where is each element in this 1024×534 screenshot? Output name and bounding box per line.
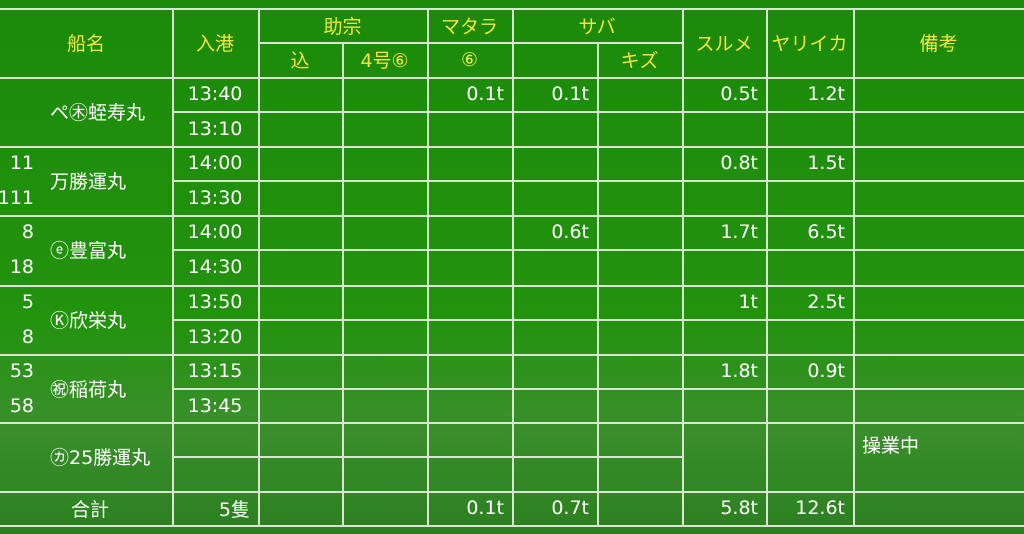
header-cell: 助宗 bbox=[323, 15, 362, 38]
madara-value bbox=[427, 354, 512, 388]
arrival-time: 13:45 bbox=[187, 394, 243, 417]
row-number: 8 bbox=[21, 325, 34, 348]
saba-value bbox=[512, 354, 597, 388]
saba-value bbox=[512, 422, 597, 456]
ship-name: ㋕25勝運丸 bbox=[50, 447, 151, 469]
row-number bbox=[0, 111, 42, 146]
grid-line bbox=[0, 525, 1024, 527]
yariika-value: 1.5t bbox=[807, 152, 845, 174]
row-number bbox=[0, 456, 42, 491]
saba-value: 0.6t bbox=[551, 221, 589, 243]
ship-name: Ⓚ欣栄丸 bbox=[50, 310, 127, 332]
total-yariika: 12.6t bbox=[795, 497, 845, 519]
row-number: 53 bbox=[9, 360, 34, 382]
surume-value: 1.7t bbox=[720, 221, 758, 243]
arrival-time: 13:30 bbox=[187, 186, 243, 209]
madara-value: 0.1t bbox=[466, 83, 504, 105]
header-cell: マタラ bbox=[440, 15, 498, 38]
note-value: 操業中 bbox=[862, 434, 920, 457]
arrival-time: 14:30 bbox=[187, 255, 243, 278]
row-number bbox=[0, 422, 42, 456]
ship-name: 万勝運丸 bbox=[50, 171, 127, 193]
header-cell: 4号⑥ bbox=[360, 50, 409, 72]
yariika-value: 0.9t bbox=[807, 360, 845, 382]
header-cell: ヤリイカ bbox=[771, 33, 848, 55]
header-cell: 備考 bbox=[919, 33, 958, 55]
ship-name: ⓔ豊富丸 bbox=[50, 240, 127, 262]
total-surume: 5.8t bbox=[720, 497, 758, 519]
yariika-value: 2.5t bbox=[807, 291, 845, 313]
arrival-time: 13:20 bbox=[187, 325, 243, 348]
arrival-time: 13:10 bbox=[187, 117, 243, 140]
header-cell: 入港 bbox=[195, 33, 234, 55]
grid-line bbox=[766, 8, 768, 525]
yariika-value: 1.2t bbox=[807, 83, 845, 105]
header-cell: ⑥ bbox=[460, 48, 479, 71]
header-cell: サバ bbox=[578, 15, 616, 38]
arrival-time: 14:00 bbox=[187, 152, 243, 174]
grid-line bbox=[258, 8, 260, 525]
header-cell: 船名 bbox=[66, 33, 105, 55]
row-number: 8 bbox=[21, 221, 34, 243]
ship-name: ペ㊍蛭寿丸 bbox=[50, 102, 146, 124]
arrival-time: 13:15 bbox=[187, 360, 243, 382]
row-number: 5 bbox=[21, 291, 34, 313]
grid-line bbox=[512, 8, 514, 525]
header-cell: 込 bbox=[290, 50, 310, 72]
arrival-time: 13:40 bbox=[187, 83, 243, 105]
surume-value: 1.8t bbox=[720, 360, 758, 382]
yariika-value: 6.5t bbox=[807, 221, 845, 243]
row-number: 111 bbox=[0, 186, 34, 209]
arrival-time bbox=[172, 456, 258, 491]
madara-value bbox=[427, 215, 512, 249]
arrival-time: 13:50 bbox=[187, 291, 243, 313]
header-cell: スルメ bbox=[695, 33, 753, 55]
saba-value: 0.1t bbox=[551, 83, 589, 105]
arrival-time bbox=[172, 422, 258, 456]
ship-name: ㊗稲荷丸 bbox=[50, 379, 127, 401]
grid-line bbox=[682, 8, 684, 525]
total-ships: 5隻 bbox=[218, 498, 250, 521]
total-label: 合計 bbox=[70, 498, 109, 521]
row-number: 58 bbox=[9, 394, 34, 417]
note-value bbox=[862, 359, 1022, 393]
surume-value bbox=[682, 422, 766, 456]
grid-line bbox=[172, 8, 174, 525]
madara-value bbox=[427, 422, 512, 456]
note-value bbox=[862, 220, 1022, 254]
grid-line bbox=[427, 8, 429, 525]
row-number bbox=[0, 77, 42, 111]
grid-line bbox=[342, 42, 344, 525]
saba-value bbox=[512, 285, 597, 319]
madara-value bbox=[427, 146, 512, 180]
saba-value bbox=[512, 146, 597, 180]
arrival-time: 14:00 bbox=[187, 221, 243, 243]
madara-value bbox=[427, 285, 512, 319]
grid-line bbox=[597, 42, 599, 525]
surume-value: 0.5t bbox=[720, 83, 758, 105]
note-value bbox=[862, 290, 1022, 324]
note-value bbox=[862, 151, 1022, 185]
note-value bbox=[862, 82, 1022, 116]
grid-line bbox=[258, 42, 682, 44]
surume-value: 0.8t bbox=[720, 152, 758, 174]
row-number: 11 bbox=[9, 152, 34, 174]
row-number: 18 bbox=[9, 255, 34, 278]
grid-line bbox=[853, 8, 855, 525]
surume-value: 1t bbox=[738, 291, 758, 313]
total-madara: 0.1t bbox=[466, 497, 504, 519]
header-cell: キズ bbox=[620, 50, 659, 72]
total-saba: 0.7t bbox=[551, 497, 589, 519]
yariika-value bbox=[766, 422, 853, 456]
